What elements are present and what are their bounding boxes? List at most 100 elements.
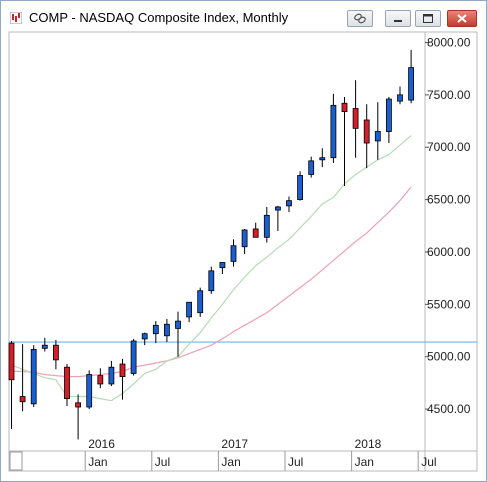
candle-body — [97, 375, 104, 385]
candle — [197, 287, 204, 317]
candle-body — [319, 157, 326, 161]
candle-body — [297, 175, 304, 201]
candle-body — [330, 104, 337, 159]
candle — [319, 148, 326, 168]
candle-body — [263, 214, 270, 238]
candle-body — [19, 396, 26, 403]
scroll-thumb[interactable] — [9, 451, 23, 471]
x-month-label: Jul — [155, 455, 170, 469]
candle — [385, 96, 392, 144]
candle-body — [8, 342, 15, 381]
candle-body — [352, 108, 359, 129]
y-tick-label: 6000.00 — [427, 245, 471, 259]
candle-body — [163, 323, 170, 337]
x-month-label: Jul — [421, 455, 436, 469]
close-icon — [457, 14, 467, 23]
candle — [397, 86, 403, 105]
candle-body — [119, 363, 126, 378]
y-tick-label: 4500.00 — [427, 402, 471, 416]
candle — [152, 321, 159, 344]
window-title: COMP - NASDAQ Composite Index, Monthly — [29, 10, 289, 25]
candle — [41, 337, 48, 352]
candle-body — [141, 333, 148, 340]
link-icon — [354, 13, 366, 24]
candle — [108, 360, 115, 387]
candle — [374, 102, 381, 160]
candle — [274, 205, 281, 232]
x-year-label: 2017 — [221, 437, 248, 451]
moving-average-long — [11, 186, 412, 378]
y-tick-label: 8000.00 — [427, 35, 471, 49]
candle-body — [408, 67, 415, 101]
candle — [19, 344, 26, 412]
candle — [53, 339, 59, 370]
candle — [186, 301, 193, 323]
y-axis-panel — [424, 31, 478, 452]
candle-body — [130, 340, 137, 374]
maximize-button[interactable] — [415, 10, 441, 27]
y-tick-label: 6500.00 — [427, 193, 471, 207]
candle-body — [252, 228, 259, 238]
candle — [241, 228, 248, 255]
candle-body — [86, 374, 93, 408]
candle — [408, 49, 415, 104]
candle — [352, 80, 359, 158]
link-button[interactable] — [347, 10, 373, 27]
candle — [86, 370, 93, 410]
candle — [75, 394, 81, 440]
candle — [330, 93, 337, 163]
candle-body — [219, 262, 226, 269]
candle — [97, 368, 104, 389]
maximize-icon — [423, 14, 433, 23]
x-month-label: Jan — [221, 455, 240, 469]
candle-body — [274, 206, 281, 211]
y-tick-label: 7500.00 — [427, 88, 471, 102]
candle-body — [374, 131, 381, 142]
candle-body — [53, 344, 59, 361]
candle-body — [241, 229, 248, 248]
candle-body — [64, 366, 70, 400]
candle — [219, 262, 226, 274]
candle-body — [385, 98, 392, 132]
candle — [141, 332, 148, 346]
minimize-button[interactable] — [385, 10, 411, 27]
candle — [263, 206, 270, 243]
candle — [64, 364, 70, 406]
plot-area — [8, 31, 426, 452]
candle — [130, 338, 137, 376]
candle — [286, 196, 292, 213]
candle-body — [397, 94, 403, 102]
candle-body — [152, 324, 159, 335]
y-tick-label: 5500.00 — [427, 297, 471, 311]
candle — [163, 319, 170, 343]
candle-body — [230, 245, 237, 262]
x-month-label: Jan — [88, 455, 107, 469]
x-year-label: 2018 — [355, 437, 382, 451]
candle-body — [186, 301, 193, 318]
candle-body — [75, 402, 81, 408]
x-month-label: Jan — [355, 455, 374, 469]
candle — [30, 345, 37, 408]
candle-body — [208, 270, 215, 292]
candle — [341, 96, 348, 186]
title-bar[interactable]: COMP - NASDAQ Composite Index, Monthly — [1, 1, 486, 31]
candle — [308, 156, 315, 178]
candle — [8, 341, 15, 430]
candle — [208, 266, 215, 294]
x-month-label: Jul — [288, 455, 303, 469]
candle — [363, 104, 370, 169]
x-year-label: 2016 — [88, 437, 115, 451]
candle — [175, 311, 181, 357]
minimize-icon — [394, 20, 402, 22]
candle-body — [341, 102, 348, 113]
candle-body — [363, 119, 370, 144]
candle-body — [30, 348, 37, 405]
candle — [230, 239, 237, 267]
close-button[interactable] — [447, 10, 477, 27]
candle — [297, 171, 304, 201]
candle — [119, 358, 126, 400]
candle-body — [41, 344, 48, 349]
candle-body — [108, 366, 115, 385]
candle-body — [308, 160, 315, 175]
